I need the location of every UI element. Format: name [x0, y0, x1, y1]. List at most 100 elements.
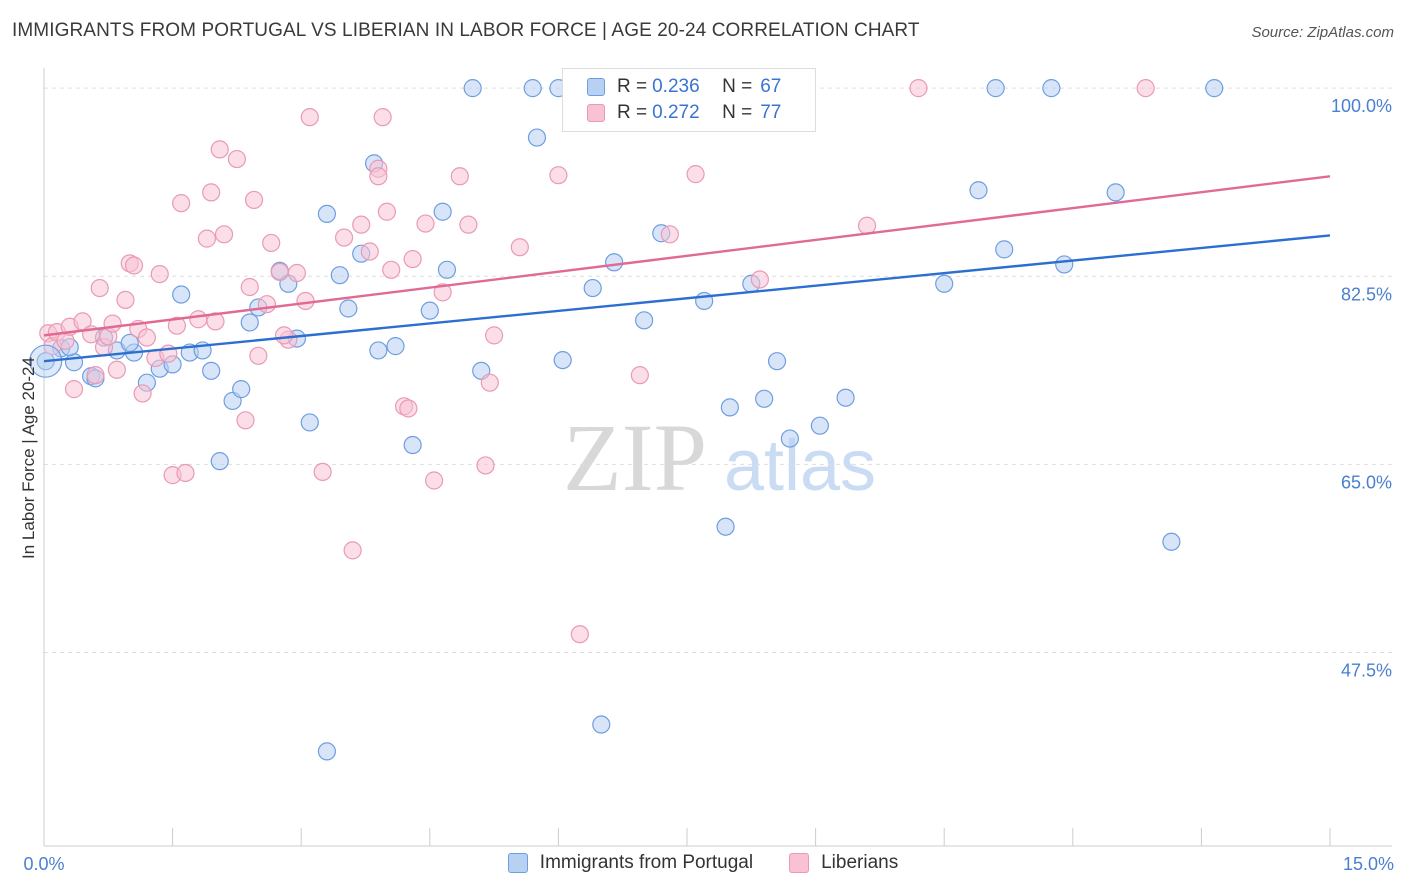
data-points — [29, 79, 1224, 761]
liberian-point — [450, 167, 469, 186]
liberian-point — [210, 140, 229, 159]
liberian-point — [485, 326, 504, 345]
liberian-point — [214, 225, 234, 244]
liberian-point — [343, 541, 362, 560]
liberian-point — [189, 310, 208, 329]
liberian-point — [249, 346, 268, 365]
liberian-point — [476, 456, 495, 475]
y-tick-label: 65.0% — [1341, 472, 1392, 492]
liberian-point — [660, 225, 679, 244]
liberian-point — [172, 194, 191, 213]
portugal-point — [120, 333, 139, 352]
liberian-point — [150, 265, 169, 284]
legend-label-portugal: Immigrants from Portugal — [539, 852, 754, 873]
legend-item-liberians[interactable]: Liberians — [789, 852, 898, 874]
stats-legend: R = 0.236 N = 67 R = 0.272 N = 77 — [562, 68, 816, 132]
liberian-point — [287, 263, 307, 283]
portugal-point — [780, 429, 799, 448]
liberian-point — [570, 625, 589, 644]
x-tick-label: 0.0% — [23, 854, 64, 874]
liberian-point — [296, 291, 315, 311]
liberian-point — [137, 328, 156, 347]
grid-lines — [44, 87, 1392, 653]
liberian-point — [510, 238, 529, 257]
liberian-point — [274, 326, 294, 345]
liberian-point — [257, 295, 277, 314]
liberian-point — [103, 314, 122, 333]
legend-item-portugal[interactable]: Immigrants from Portugal — [507, 852, 754, 874]
liberian-point — [549, 166, 568, 185]
portugal-point — [403, 435, 422, 455]
portugal-point — [553, 351, 572, 370]
watermark-atlas: atlas — [724, 426, 876, 506]
portugal-point — [836, 388, 855, 407]
portugal-point — [202, 361, 221, 380]
tick-labels: 100.0% 82.5% 65.0% 47.5% 0.0% 15.0% — [23, 96, 1394, 874]
portugal-point — [317, 204, 337, 223]
portugal-point — [716, 517, 735, 536]
liberian-point — [270, 262, 289, 282]
portugal-point — [986, 79, 1005, 98]
portugal-point — [523, 79, 542, 98]
liberian-point — [240, 277, 259, 297]
trend-lines — [43, 175, 1331, 363]
portugal-point — [720, 398, 739, 417]
liberian-point — [630, 366, 649, 385]
liberian-point — [300, 108, 319, 127]
liberian-point — [86, 366, 105, 385]
liberian-point — [227, 149, 246, 169]
liberian-point — [373, 108, 392, 127]
x-tick-label: 15.0% — [1343, 854, 1394, 874]
chart-title: IMMIGRANTS FROM PORTUGAL VS LIBERIAN IN … — [12, 20, 920, 41]
stats-row-portugal: R = 0.236 N = 67 — [587, 75, 781, 99]
portugal-point — [386, 337, 405, 356]
liberian-point — [176, 463, 195, 483]
liberian-point — [686, 165, 705, 184]
portugal-point — [605, 253, 624, 272]
portugal-point — [317, 742, 337, 761]
r-value: 0.272 — [652, 102, 700, 123]
y-tick-label: 47.5% — [1341, 661, 1392, 681]
portugal-point — [463, 79, 482, 98]
liberian-point — [416, 214, 435, 233]
portugal-point — [527, 128, 547, 147]
watermark-zip: ZIP — [563, 404, 707, 511]
r-value: 0.236 — [652, 76, 700, 97]
liberian-point — [202, 183, 221, 202]
portugal-swatch — [587, 78, 605, 96]
liberian-point — [64, 380, 84, 399]
portugal-point — [232, 380, 251, 399]
n-label: N = — [722, 102, 753, 123]
n-label: N = — [722, 76, 753, 97]
portugal-point — [64, 353, 84, 372]
liberian-point — [750, 270, 769, 289]
portugal-point — [369, 341, 388, 360]
n-value: 77 — [760, 102, 782, 123]
portugal-swatch — [507, 853, 528, 873]
liberian-point — [244, 190, 264, 210]
source-label: Source: ZipAtlas.com — [1251, 24, 1394, 41]
portugal-point — [210, 452, 229, 471]
liberian-point — [206, 312, 225, 331]
liberian-point — [459, 215, 478, 234]
liberians-swatch — [587, 104, 605, 122]
portugal-point — [592, 715, 611, 734]
portugal-point — [635, 311, 654, 330]
portugal-point — [339, 299, 358, 318]
liberian-point — [480, 373, 499, 392]
portugal-point — [330, 266, 349, 285]
liberian-point — [909, 79, 928, 98]
liberian-point — [382, 260, 401, 279]
legend-label-liberians: Liberians — [821, 852, 899, 873]
liberian-point — [334, 228, 354, 247]
portugal-point — [240, 313, 259, 332]
liberian-point — [107, 360, 126, 379]
liberian-point — [124, 256, 144, 275]
liberian-point — [262, 233, 281, 253]
portugal-point — [583, 278, 602, 298]
liberian-point — [399, 399, 418, 418]
r-label: R = — [617, 76, 648, 97]
portugal-point — [433, 202, 452, 221]
portugal-point — [1042, 79, 1061, 98]
